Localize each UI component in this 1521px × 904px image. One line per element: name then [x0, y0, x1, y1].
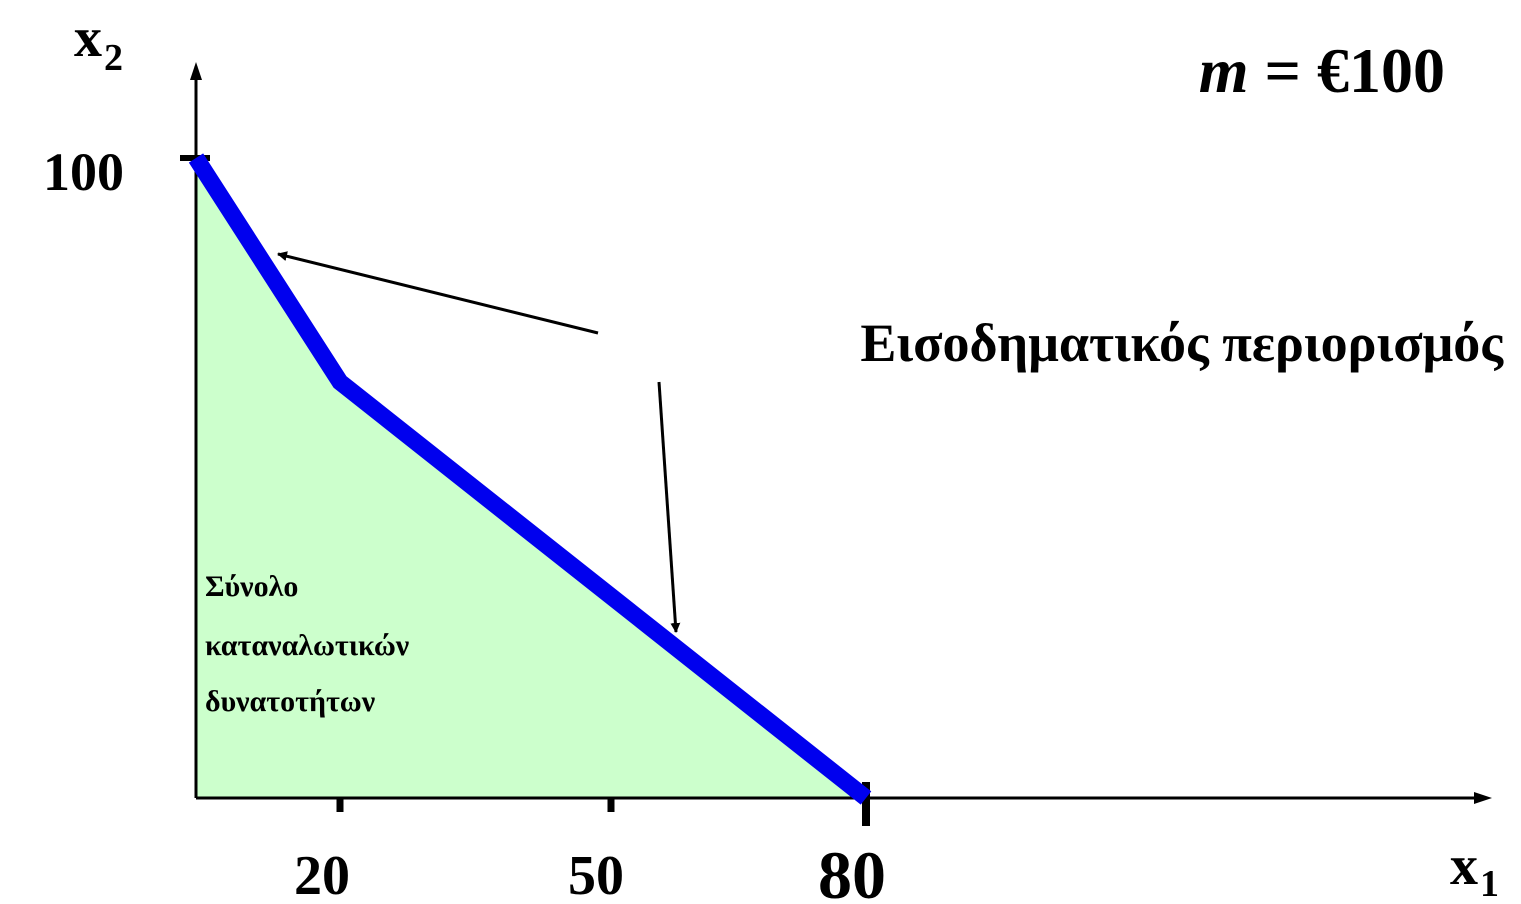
x-tick-label-50: 50 [568, 845, 624, 904]
x-tick-label-80: 80 [818, 837, 886, 904]
x-tick-label-20: 20 [294, 845, 350, 904]
y-axis-label: x2 [74, 7, 123, 79]
pointer-arrow-lower [657, 381, 681, 633]
x-axis-label: x1 [1450, 835, 1499, 904]
pointer-arrow-upper [277, 251, 599, 335]
budget-set-label-line-3: δυνατοτήτων [205, 685, 376, 718]
budget-set-label-line-1: Σύνολο [205, 570, 298, 603]
x-axis-arrowhead [1474, 792, 1492, 804]
y-tick-label-100: 100 [43, 142, 124, 202]
budget-constraint-label: Εισοδηματικός περιορισμός [860, 313, 1504, 373]
y-axis-arrowhead [190, 62, 202, 80]
budget-constraint-line [188, 153, 872, 805]
budget-set-label-line-2: καταναλωτικών [205, 629, 410, 662]
income-label: m = €100 [1199, 35, 1445, 106]
budget-set-area [196, 158, 866, 798]
